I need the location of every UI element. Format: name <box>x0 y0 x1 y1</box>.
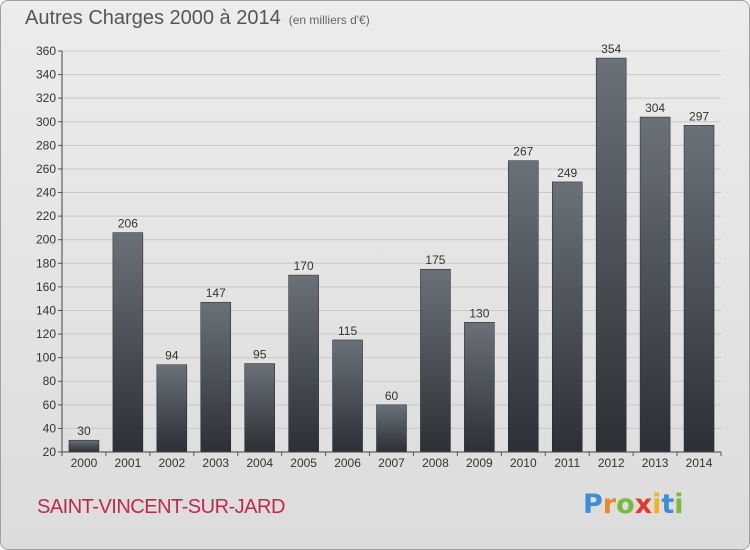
y-tick-label: 360 <box>36 44 56 58</box>
data-label: 206 <box>118 217 138 231</box>
bar-2008 <box>420 268 451 453</box>
y-tick-label: 280 <box>36 138 56 152</box>
y-tick-label: 180 <box>36 256 56 270</box>
data-label: 95 <box>253 348 267 362</box>
y-tick-label: 40 <box>43 421 57 435</box>
y-tick-label: 220 <box>36 209 56 223</box>
bar-2007 <box>376 404 407 453</box>
x-tick-label: 2002 <box>158 456 185 470</box>
bar-2011 <box>551 181 583 453</box>
proxiti-logo: Proxiti <box>583 489 684 520</box>
data-label: 249 <box>557 166 577 180</box>
x-tick-label: 2006 <box>334 456 361 470</box>
axes: 20 40 60 80 100 120 140 160 180 200 220 240 260 280 30… <box>36 44 722 470</box>
chart-subtitle: (en milliers d'€) <box>288 13 370 27</box>
x-tick-label: 2000 <box>71 456 98 470</box>
x-tick-label: 2008 <box>422 456 449 470</box>
y-tick-label: 20 <box>43 445 57 459</box>
bars <box>68 57 715 453</box>
data-label: 94 <box>165 349 179 363</box>
logo-letter: i <box>652 489 662 520</box>
y-tick-label: 80 <box>43 374 57 388</box>
data-label: 267 <box>513 145 533 159</box>
logo-letter: x <box>634 489 653 520</box>
data-label: 60 <box>385 389 399 403</box>
data-label: 354 <box>601 42 621 56</box>
logo-letter: i <box>674 489 684 520</box>
bar-2000 <box>68 439 100 453</box>
x-tick-label: 2005 <box>290 456 317 470</box>
commune-name: SAINT-VINCENT-SUR-JARD <box>37 496 285 518</box>
logo-letter: P <box>583 489 603 520</box>
y-tick-label: 60 <box>43 398 57 412</box>
data-label: 115 <box>338 324 357 338</box>
x-tick-label: 2004 <box>246 456 273 470</box>
bar-2012 <box>595 57 627 453</box>
x-tick-label: 2001 <box>115 456 142 470</box>
y-tick-label: 140 <box>36 303 56 317</box>
bar-2013 <box>639 116 671 453</box>
y-tick-label: 260 <box>36 162 56 176</box>
logo-letter: r <box>602 489 617 520</box>
x-tick-label: 2013 <box>642 456 669 470</box>
x-tick-label: 2011 <box>554 456 580 470</box>
data-label: 170 <box>294 259 314 273</box>
data-label: 297 <box>689 109 709 123</box>
x-tick-label: 2014 <box>686 456 713 470</box>
y-tick-label: 240 <box>36 186 56 200</box>
data-labels: 30 206 94 147 95 170 115 60 175 130 267 249 354 304 29… <box>77 42 709 438</box>
data-label: 147 <box>206 286 226 300</box>
data-label: 30 <box>77 424 91 438</box>
bar-2006 <box>332 339 363 453</box>
x-tick-label: 2007 <box>378 456 405 470</box>
x-tick-label: 2009 <box>466 456 493 470</box>
logo-letter: t <box>661 489 675 520</box>
x-tick-label: 2003 <box>202 456 229 470</box>
chart-title-text: Autres Charges 2000 à 2014 <box>25 7 281 29</box>
bar-2005 <box>288 274 319 453</box>
x-tick-label: 2012 <box>598 456 625 470</box>
bar-2004 <box>244 363 275 453</box>
bar-2001 <box>112 232 144 453</box>
y-tick-label: 300 <box>36 115 56 129</box>
bar-2003 <box>200 301 232 453</box>
bar-2010 <box>508 160 539 453</box>
bar-2002 <box>156 364 188 453</box>
x-tick-label: 2010 <box>510 456 537 470</box>
y-tick-label: 340 <box>36 68 56 82</box>
data-label: 175 <box>425 253 445 267</box>
y-tick-label: 100 <box>36 351 56 365</box>
bar-2009 <box>464 322 495 453</box>
data-label: 130 <box>469 306 489 320</box>
data-label: 304 <box>645 101 665 115</box>
y-tick-label: 200 <box>36 233 56 247</box>
y-tick-label: 160 <box>36 280 56 294</box>
logo-letter: o <box>616 489 635 520</box>
y-tick-label: 120 <box>36 327 56 341</box>
y-tick-label: 320 <box>36 91 56 105</box>
chart-title: Autres Charges 2000 à 2014 (en milliers d… <box>25 7 370 30</box>
bar-2014 <box>683 125 715 453</box>
